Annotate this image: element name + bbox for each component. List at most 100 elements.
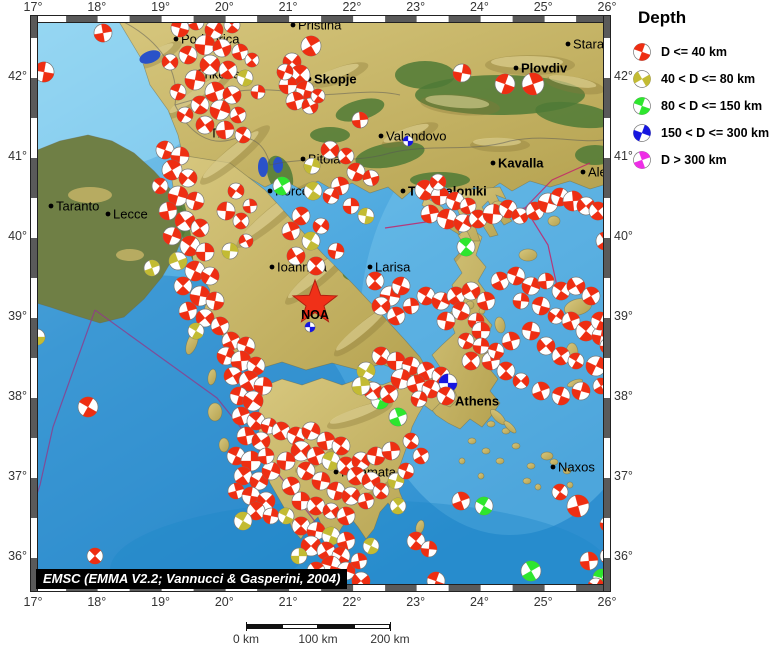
legend-item: D > 300 km — [632, 146, 778, 173]
focal-mechanism-marker — [575, 320, 597, 342]
city-label: Skopje — [314, 72, 357, 87]
legend-title: Depth — [638, 8, 687, 27]
focal-mechanism-marker — [512, 292, 530, 310]
focal-mechanism-marker — [241, 486, 261, 506]
focal-mechanism-marker — [371, 296, 391, 316]
focal-mechanism-icon — [633, 69, 651, 88]
focal-mechanism-marker — [337, 147, 355, 165]
axis-tick-label: 19° — [151, 595, 171, 609]
focal-mechanism-marker — [276, 451, 296, 471]
focal-mechanism-marker — [468, 209, 488, 229]
focal-mechanism-marker — [233, 466, 253, 486]
focal-mechanism-marker — [311, 471, 331, 491]
focal-mechanism-marker — [456, 237, 476, 257]
axis-tick-label: 40° — [8, 229, 27, 243]
city-lecce: Lecce — [105, 207, 148, 222]
city-dot — [490, 160, 496, 166]
focal-mechanism-marker — [585, 355, 607, 377]
focal-mechanism-marker — [176, 106, 194, 124]
focal-mechanism-marker — [277, 507, 295, 525]
legend-item-label: D > 300 km — [661, 152, 727, 167]
focal-mechanism-marker — [371, 346, 391, 366]
focal-mechanism-marker — [366, 446, 386, 466]
city-larisa: Larisa — [367, 260, 411, 275]
focal-mechanism-marker — [390, 368, 412, 390]
focal-mechanism-marker — [581, 286, 601, 306]
focal-mechanism-marker — [341, 486, 361, 506]
focal-mechanism-marker — [286, 426, 306, 446]
focal-mechanism-marker — [410, 390, 428, 408]
axis-tick-label: 42° — [614, 69, 633, 83]
focal-mechanism-marker — [471, 321, 491, 341]
map-frame-right — [603, 15, 611, 592]
focal-mechanism-marker — [386, 351, 406, 371]
city-dot — [565, 41, 571, 47]
axis-tick-label: 21° — [278, 595, 298, 609]
focal-mechanism-marker — [551, 386, 571, 406]
axis-tick-label: 38° — [8, 389, 27, 403]
focal-mechanism-marker — [190, 218, 210, 238]
noa-star — [291, 278, 339, 323]
focal-mechanism-marker — [521, 276, 541, 296]
focal-mechanism-marker — [271, 421, 291, 441]
focal-mechanism-marker — [536, 336, 556, 356]
focal-mechanism-marker — [310, 88, 326, 104]
city-valandovo: Valandovo — [378, 129, 446, 144]
focal-mechanism-marker — [350, 552, 368, 570]
focal-mechanism-marker — [588, 201, 608, 221]
focal-mechanism-marker — [365, 271, 385, 291]
focal-mechanism-marker — [221, 242, 239, 260]
focal-mechanism-marker — [187, 322, 205, 340]
focal-mechanism-marker — [391, 276, 411, 296]
city-dot — [48, 203, 54, 209]
focal-mechanism-marker — [162, 226, 182, 246]
focal-mechanism-marker — [306, 256, 326, 276]
city-dot — [333, 469, 339, 475]
legend-item: 40 < D <= 80 km — [632, 65, 778, 92]
focal-mechanism-marker — [281, 221, 301, 241]
focal-mechanism-marker — [357, 207, 375, 225]
focal-mechanism-marker — [223, 366, 243, 386]
scale-bar-label: 200 km — [370, 632, 410, 646]
axis-tick-label: 25° — [533, 0, 553, 14]
focal-mechanism-marker — [452, 63, 472, 83]
focal-mechanism-icon — [633, 96, 651, 115]
focal-mechanism-marker — [234, 126, 252, 144]
city-dot — [580, 169, 586, 175]
focal-mechanism-marker — [453, 213, 473, 233]
focal-mechanism-marker — [429, 173, 447, 191]
axis-tick-label: 24° — [469, 0, 489, 14]
focal-mechanism-marker — [521, 72, 545, 96]
focal-mechanism-marker — [436, 208, 458, 230]
axis-tick-label: 22° — [342, 0, 362, 14]
axis-tick-label: 20° — [214, 595, 234, 609]
focal-mechanism-marker — [161, 159, 183, 181]
focal-mechanism-marker — [290, 547, 308, 565]
focal-mechanism-marker — [236, 336, 256, 356]
focal-mechanism-marker — [204, 81, 226, 103]
city-dot — [269, 264, 275, 270]
scale-bar-labels: 0 km 100 km 200 km — [233, 632, 410, 646]
focal-mechanism-marker — [173, 276, 193, 296]
focal-mechanism-marker — [261, 461, 281, 481]
focal-mechanism-marker — [457, 332, 475, 350]
focal-mechanism-marker — [184, 69, 206, 91]
axis-tick-label: 37° — [614, 469, 633, 483]
city-dot — [550, 464, 556, 470]
focal-mechanism-marker — [387, 472, 405, 490]
focal-mechanism-marker — [412, 447, 430, 465]
city-label: Naxos — [558, 460, 595, 475]
focal-mechanism-marker — [168, 251, 188, 271]
focal-mechanism-marker — [406, 374, 426, 394]
axis-tick-label: 36° — [614, 549, 633, 563]
focal-mechanism-marker — [174, 210, 196, 232]
focal-mechanism-marker — [420, 204, 440, 224]
focal-mechanism-marker — [436, 311, 456, 331]
axis-tick-label: 19° — [151, 0, 171, 14]
focal-mechanism-marker — [402, 135, 414, 147]
focal-mechanism-marker — [231, 43, 249, 61]
city-dot — [367, 264, 373, 270]
city-label: Athens — [455, 394, 499, 409]
focal-mechanism-marker — [633, 42, 651, 61]
focal-mechanism-marker — [257, 447, 275, 465]
